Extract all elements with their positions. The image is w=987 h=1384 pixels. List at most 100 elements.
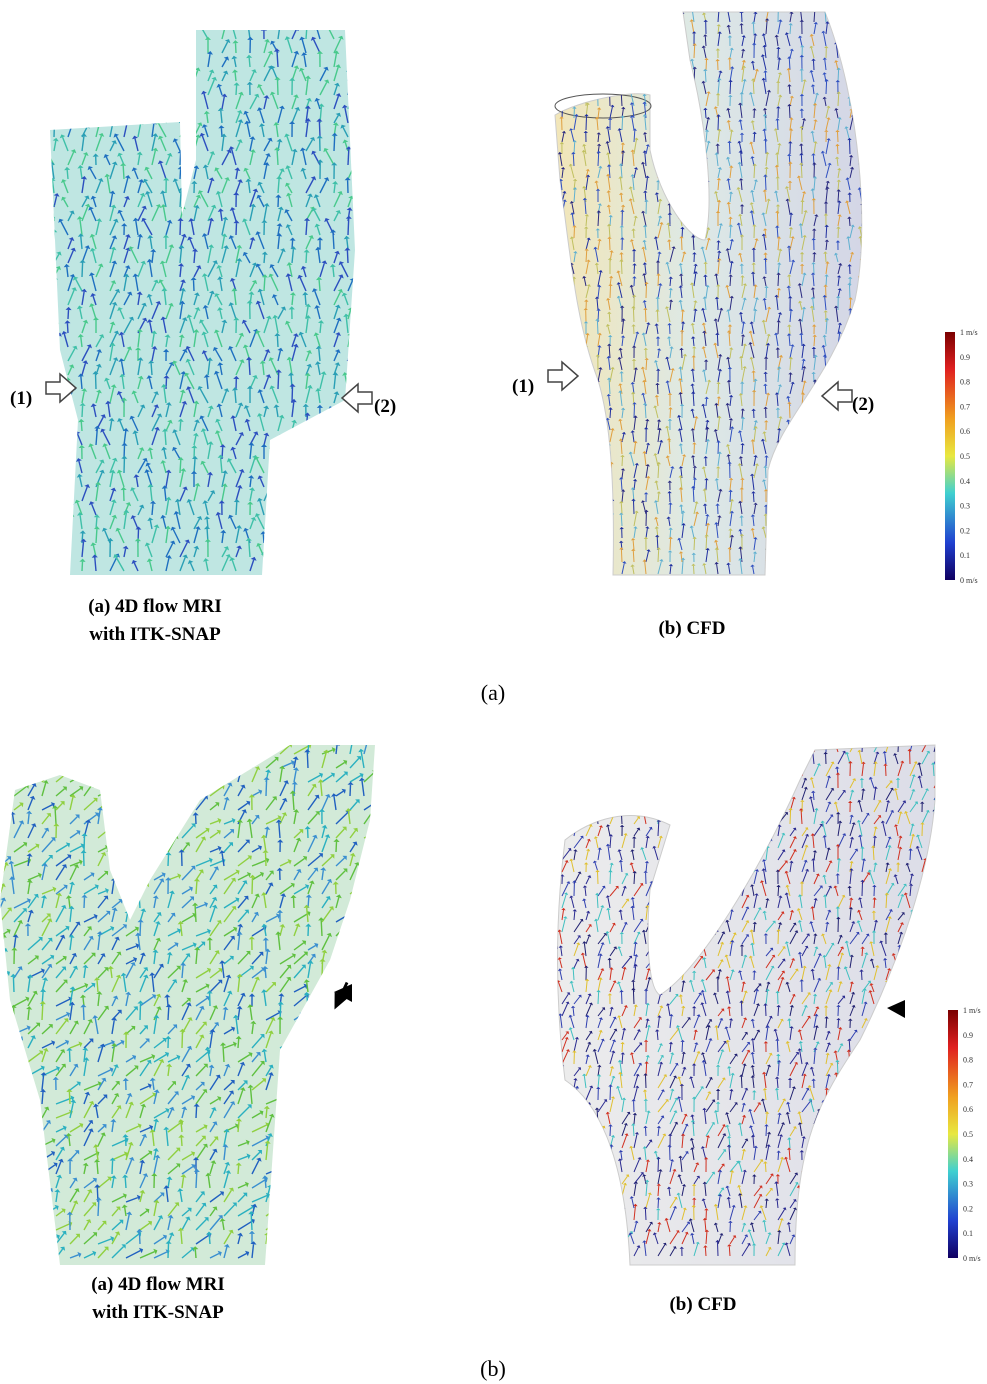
vector: [104, 66, 111, 81]
vector: [320, 559, 322, 571]
vector-head: [180, 814, 184, 819]
vector-head: [563, 429, 567, 432]
vector-head: [583, 454, 587, 456]
vector-head: [669, 180, 673, 183]
vector: [292, 533, 296, 543]
vector: [278, 372, 279, 389]
vector: [98, 773, 110, 782]
vector: [778, 322, 779, 334]
vessel-cfd: [558, 745, 936, 1265]
vector-head: [110, 120, 116, 124]
vector: [40, 53, 42, 67]
vector-head: [160, 789, 164, 794]
vector-head: [594, 548, 598, 551]
vector: [559, 212, 562, 226]
vector: [54, 506, 55, 515]
vector-head: [185, 784, 190, 788]
vector-head: [350, 9, 356, 13]
vector-head: [6, 741, 11, 745]
vector-head: [351, 50, 357, 54]
vector: [39, 415, 40, 431]
vector-head: [678, 20, 682, 23]
vector: [608, 453, 610, 466]
vector-head: [321, 431, 327, 435]
vector-head: [571, 22, 575, 24]
vector-head: [57, 427, 63, 431]
vector-head: [277, 20, 283, 24]
vector: [622, 457, 623, 466]
vector: [40, 542, 44, 557]
vector-head: [547, 311, 551, 314]
vector: [305, 520, 306, 529]
vector: [862, 312, 864, 322]
vector-head: [838, 487, 842, 490]
vector-head: [776, 499, 780, 501]
vector: [765, 0, 766, 10]
vector-head: [797, 466, 801, 469]
vector: [550, 275, 552, 286]
vector: [848, 418, 850, 430]
vector: [550, 444, 551, 454]
vector-head: [584, 356, 588, 358]
vector: [692, 201, 694, 215]
vector: [656, 25, 658, 34]
vector: [110, 111, 116, 123]
vector: [680, 57, 682, 70]
vector: [658, 276, 659, 287]
vector: [138, 39, 140, 54]
vector-head: [789, 502, 793, 504]
vector: [294, 728, 300, 740]
vector: [610, 50, 612, 58]
vector: [64, 544, 68, 557]
vector-head: [574, 408, 578, 411]
vector: [266, 727, 272, 740]
vector-head: [229, 21, 235, 25]
vector-head: [38, 108, 44, 111]
vector-head: [302, 554, 308, 557]
vector-head: [799, 0, 803, 2]
vector: [706, 60, 707, 70]
vector: [670, 279, 671, 286]
vector: [562, 564, 565, 575]
vector: [849, 86, 850, 94]
vector: [573, 466, 574, 478]
vector-head: [593, 488, 597, 491]
vector: [789, 59, 790, 71]
vector: [850, 38, 851, 46]
vector-head: [49, 769, 54, 773]
vector-head: [329, 539, 335, 543]
vector: [862, 527, 863, 538]
vector-head: [34, 305, 40, 309]
vector-head: [37, 23, 43, 26]
vector: [861, 13, 862, 23]
vector-head: [839, 403, 843, 406]
vector: [742, 445, 743, 454]
vector-head: [859, 126, 863, 128]
vector-head: [80, 740, 86, 743]
vector: [645, 27, 646, 34]
vector-head: [658, 66, 662, 69]
vector-head: [344, 472, 350, 475]
vector: [562, 408, 563, 418]
vector-head: [90, 107, 96, 111]
vector: [40, 85, 41, 95]
vector: [548, 300, 550, 311]
vector-head: [584, 475, 588, 477]
vector: [46, 291, 54, 306]
vector-head: [678, 138, 682, 141]
vector: [705, 277, 706, 286]
vector: [348, 149, 349, 165]
vector: [742, 13, 743, 22]
vector-head: [826, 510, 830, 512]
vector: [191, 59, 194, 68]
vector: [277, 336, 278, 347]
vector: [264, 255, 265, 264]
vector-head: [858, 516, 862, 519]
vector-head: [174, 746, 178, 751]
vector-head: [859, 463, 863, 465]
vector: [574, 142, 575, 154]
vector: [644, 46, 646, 58]
vector-head: [558, 23, 562, 26]
vector: [111, 798, 112, 810]
vector-head: [611, 20, 615, 23]
